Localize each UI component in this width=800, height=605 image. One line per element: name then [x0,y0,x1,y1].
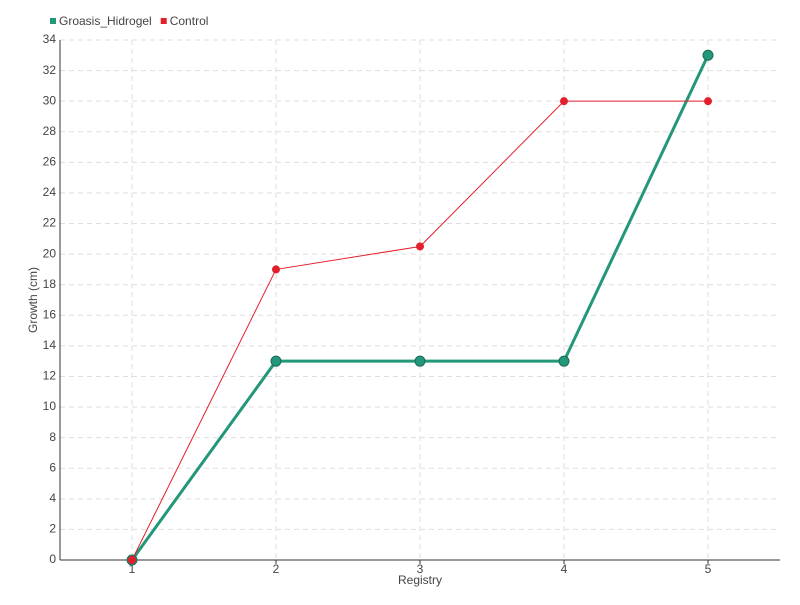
data-point [560,97,568,106]
y-tick-label: 8 [49,430,56,444]
y-tick-label: 14 [43,338,57,352]
data-point [702,49,714,61]
legend-swatch [160,18,167,24]
legend-label: Groasis_Hidrogel [59,14,152,28]
x-axis-label: Registry [398,573,442,587]
legend-label: Control [170,14,209,28]
y-tick-label: 2 [49,522,56,536]
x-tick-label: 2 [273,562,280,576]
data-point [128,556,136,564]
y-tick-label: 12 [43,369,57,383]
data-point [416,242,424,251]
y-tick-label: 0 [49,552,56,566]
y-tick-label: 4 [49,491,56,505]
y-tick-label: 34 [43,32,57,46]
y-tick-label: 6 [49,460,56,474]
y-tick-label: 16 [43,307,57,321]
x-tick-label: 5 [705,562,712,576]
x-tick-label: 4 [561,562,568,576]
y-tick-label: 28 [43,124,57,138]
y-axis-label: Growth (cm) [26,267,40,333]
y-tick-label: 30 [43,93,57,107]
y-tick-label: 24 [43,185,57,199]
data-point [558,355,570,367]
x-tick-label: 1 [129,562,136,576]
data-point [704,97,712,106]
y-tick-label: 32 [43,63,57,77]
y-tick-label: 26 [43,155,57,169]
y-tick-label: 20 [43,246,57,260]
legend-swatch [50,18,56,24]
x-tick-label: 3 [417,562,424,576]
y-tick-label: 10 [43,399,57,413]
data-point [414,355,426,367]
y-tick-label: 18 [43,277,57,291]
data-point [270,355,282,367]
y-tick-label: 22 [43,216,57,230]
data-point [272,265,280,274]
